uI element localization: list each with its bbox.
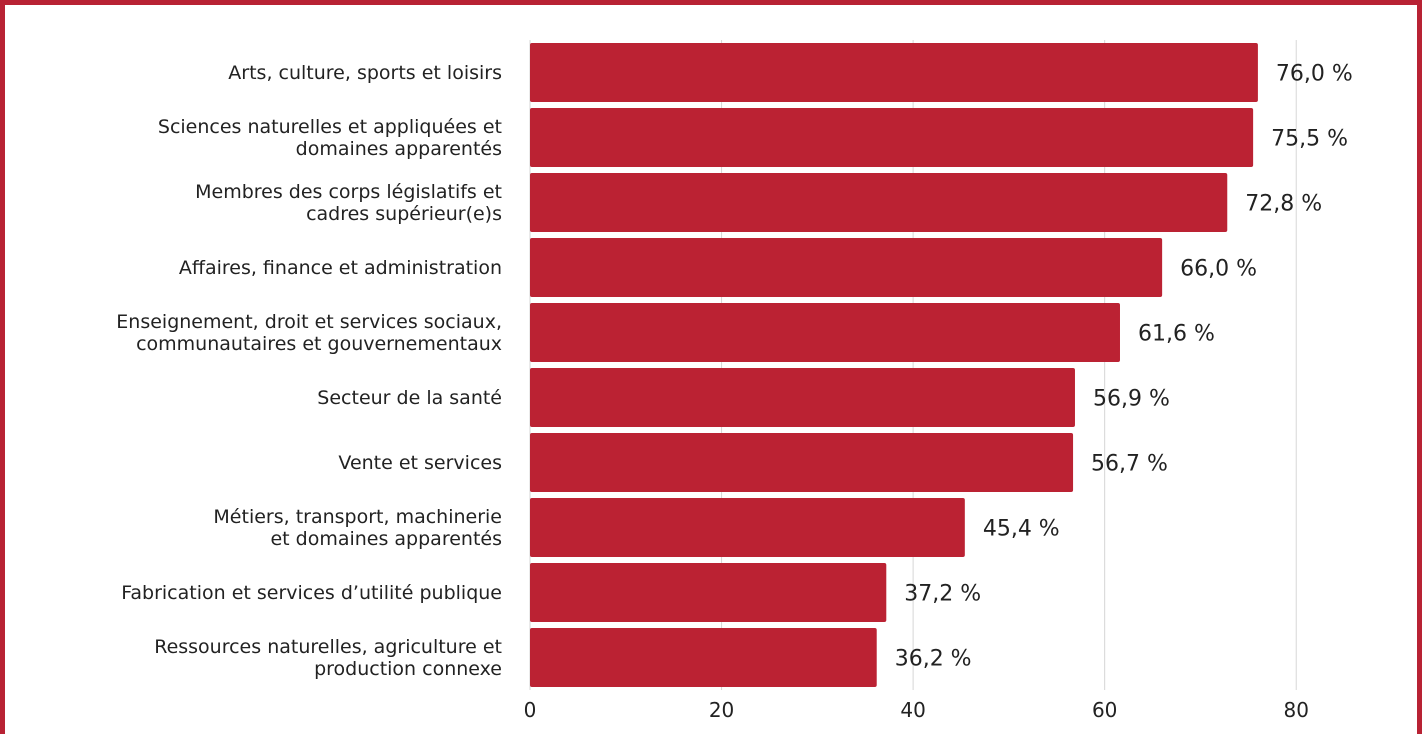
value-label: 56,9 % xyxy=(1093,387,1170,412)
y-tick-label: Affaires, finance et administration xyxy=(178,256,502,279)
value-label: 61,6 % xyxy=(1138,322,1215,347)
value-label: 66,0 % xyxy=(1180,257,1257,282)
x-tick-label: 80 xyxy=(1283,698,1308,722)
x-tick-label: 40 xyxy=(900,698,925,722)
bar xyxy=(530,173,1228,232)
bar xyxy=(530,43,1258,102)
x-tick-label: 20 xyxy=(709,698,734,722)
value-label: 56,7 % xyxy=(1091,452,1168,477)
bar xyxy=(530,628,877,687)
value-label: 37,2 % xyxy=(904,582,981,607)
y-tick-label: Arts, culture, sports et loisirs xyxy=(228,61,502,84)
bar xyxy=(530,238,1163,297)
bar xyxy=(530,108,1254,167)
value-label: 75,5 % xyxy=(1271,127,1348,152)
value-label: 36,2 % xyxy=(895,647,972,672)
y-tick-label: Fabrication et services d’utilité publiq… xyxy=(121,581,502,604)
y-tick-label: Métiers, transport, machinerie et domain… xyxy=(213,505,502,550)
bar xyxy=(530,563,887,622)
bar xyxy=(530,368,1075,427)
bar xyxy=(530,498,965,557)
y-tick-label: Ressources naturelles, agriculture et pr… xyxy=(154,635,502,680)
y-tick-label: Secteur de la santé xyxy=(317,386,502,409)
x-tick-label: 0 xyxy=(524,698,537,722)
y-tick-label: Membres des corps législatifs et cadres … xyxy=(195,180,502,225)
x-tick-label: 60 xyxy=(1092,698,1117,722)
y-tick-label: Sciences naturelles et appliquées et dom… xyxy=(157,115,502,160)
chart: 0 20 40 60 80 76,0 % 75,5 % 72,8 % 66,0 % 61,6 % 5… xyxy=(524,40,1353,722)
bar xyxy=(530,303,1120,362)
bar xyxy=(530,433,1074,492)
value-label: 45,4 % xyxy=(983,517,1060,542)
value-label: 72,8 % xyxy=(1245,192,1322,217)
value-label: 76,0 % xyxy=(1276,62,1353,87)
y-tick-label: Vente et services xyxy=(338,451,502,474)
y-tick-label: Enseignement, droit et services sociaux,… xyxy=(116,310,502,355)
